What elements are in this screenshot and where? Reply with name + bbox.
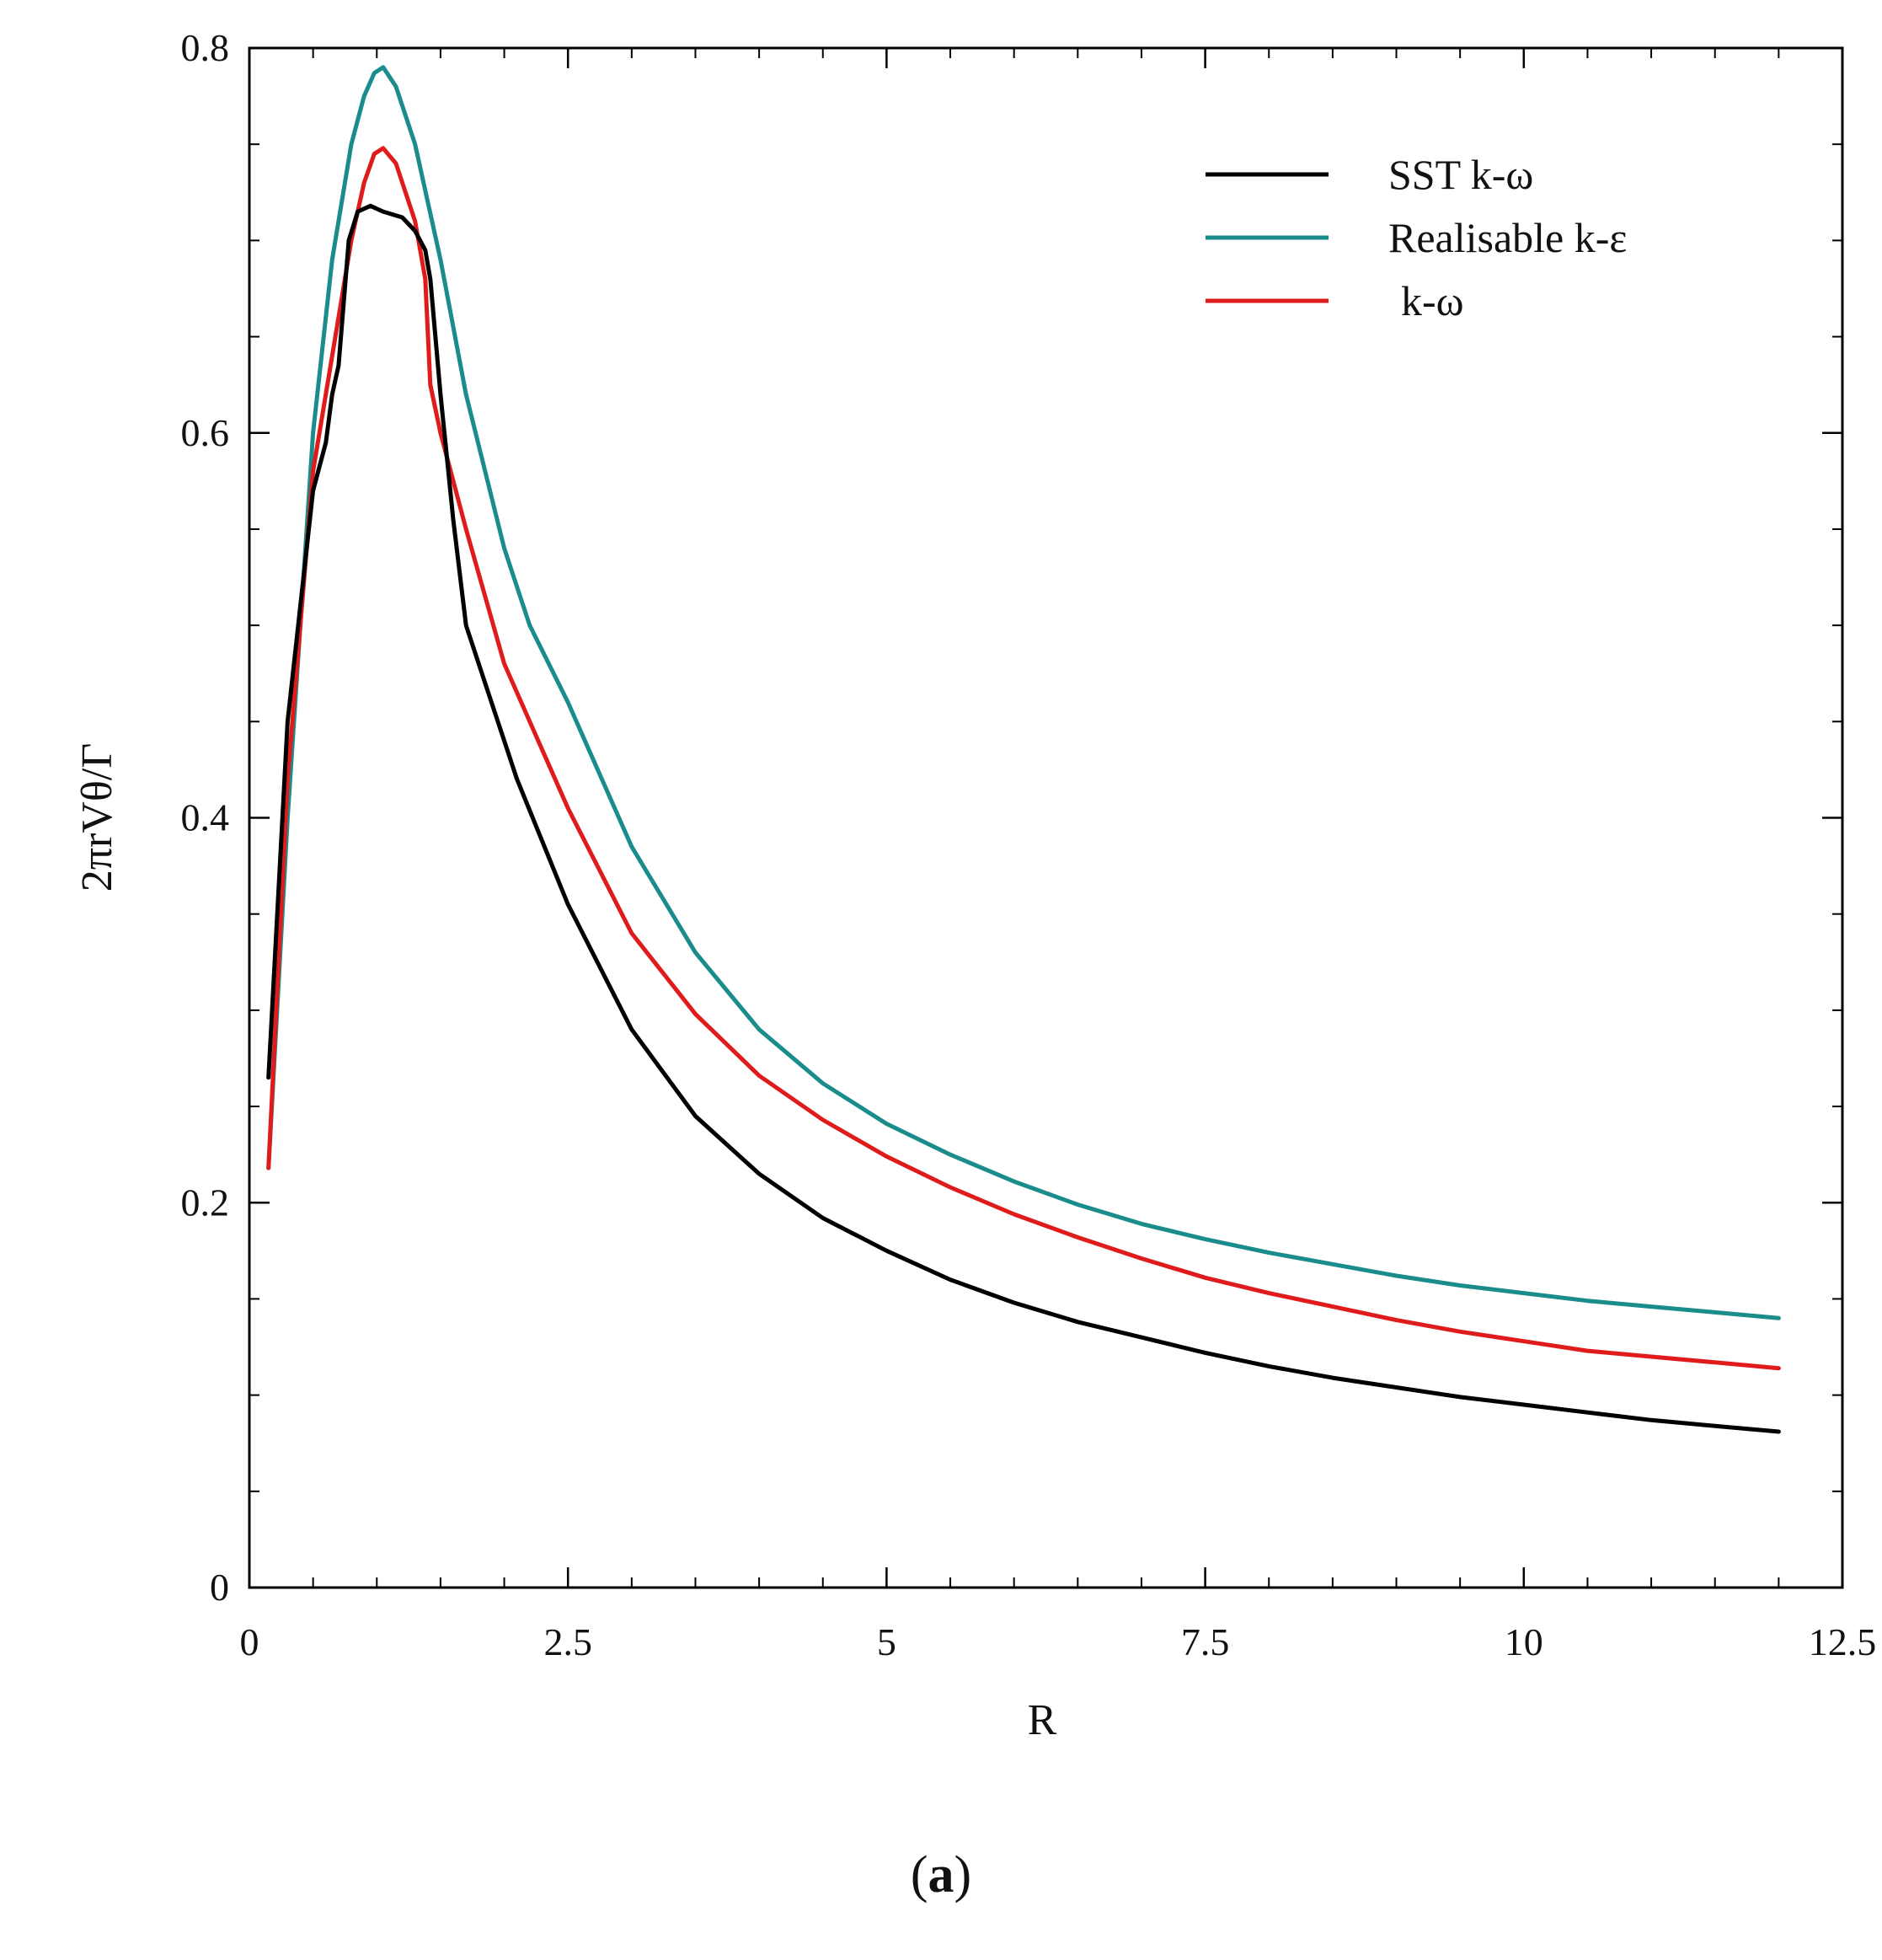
series-line-2: [266, 146, 1781, 1371]
y-tick-label: 0.6: [181, 411, 230, 454]
legend-label: Realisable k-ε: [1388, 214, 1627, 261]
x-tick-label: 10: [1505, 1620, 1543, 1663]
minor-ticks: [249, 47, 1843, 1588]
y-tick-labels: 0 0.2 0.4 0.6 0.8: [181, 26, 230, 1609]
figure-caption: (a): [911, 1846, 971, 1904]
y-tick-label: 0.4: [181, 796, 230, 839]
legend: SST k-ω Realisable k-ε k-ω: [1206, 151, 1627, 324]
x-tick-label: 5: [877, 1620, 896, 1663]
x-tick-labels: 0 2.5 5 7.5 10 12.5: [240, 1620, 1877, 1663]
series-line-0: [266, 203, 1781, 1434]
y-tick-label: 0: [210, 1566, 229, 1609]
y-tick-label: 0.8: [181, 26, 230, 69]
caption-close-paren: ): [954, 1846, 972, 1904]
y-axis-title: 2πrVθ/Γ: [73, 743, 121, 892]
x-tick-label: 12.5: [1809, 1620, 1877, 1663]
legend-label: SST k-ω: [1388, 151, 1533, 198]
major-ticks: [248, 46, 1844, 1589]
x-axis-title: R: [1028, 1696, 1057, 1744]
x-tick-label: 2.5: [543, 1620, 592, 1663]
x-tick-label: 7.5: [1181, 1620, 1230, 1663]
caption-open-paren: (: [911, 1846, 928, 1904]
caption-letter: a: [928, 1846, 954, 1904]
series-line-1: [266, 65, 1781, 1320]
x-tick-label: 0: [240, 1620, 259, 1663]
series-layer: [266, 65, 1781, 1434]
legend-label: k-ω: [1401, 277, 1464, 324]
y-tick-label: 0.2: [181, 1181, 230, 1224]
plot-area-frame: [248, 46, 1844, 1589]
